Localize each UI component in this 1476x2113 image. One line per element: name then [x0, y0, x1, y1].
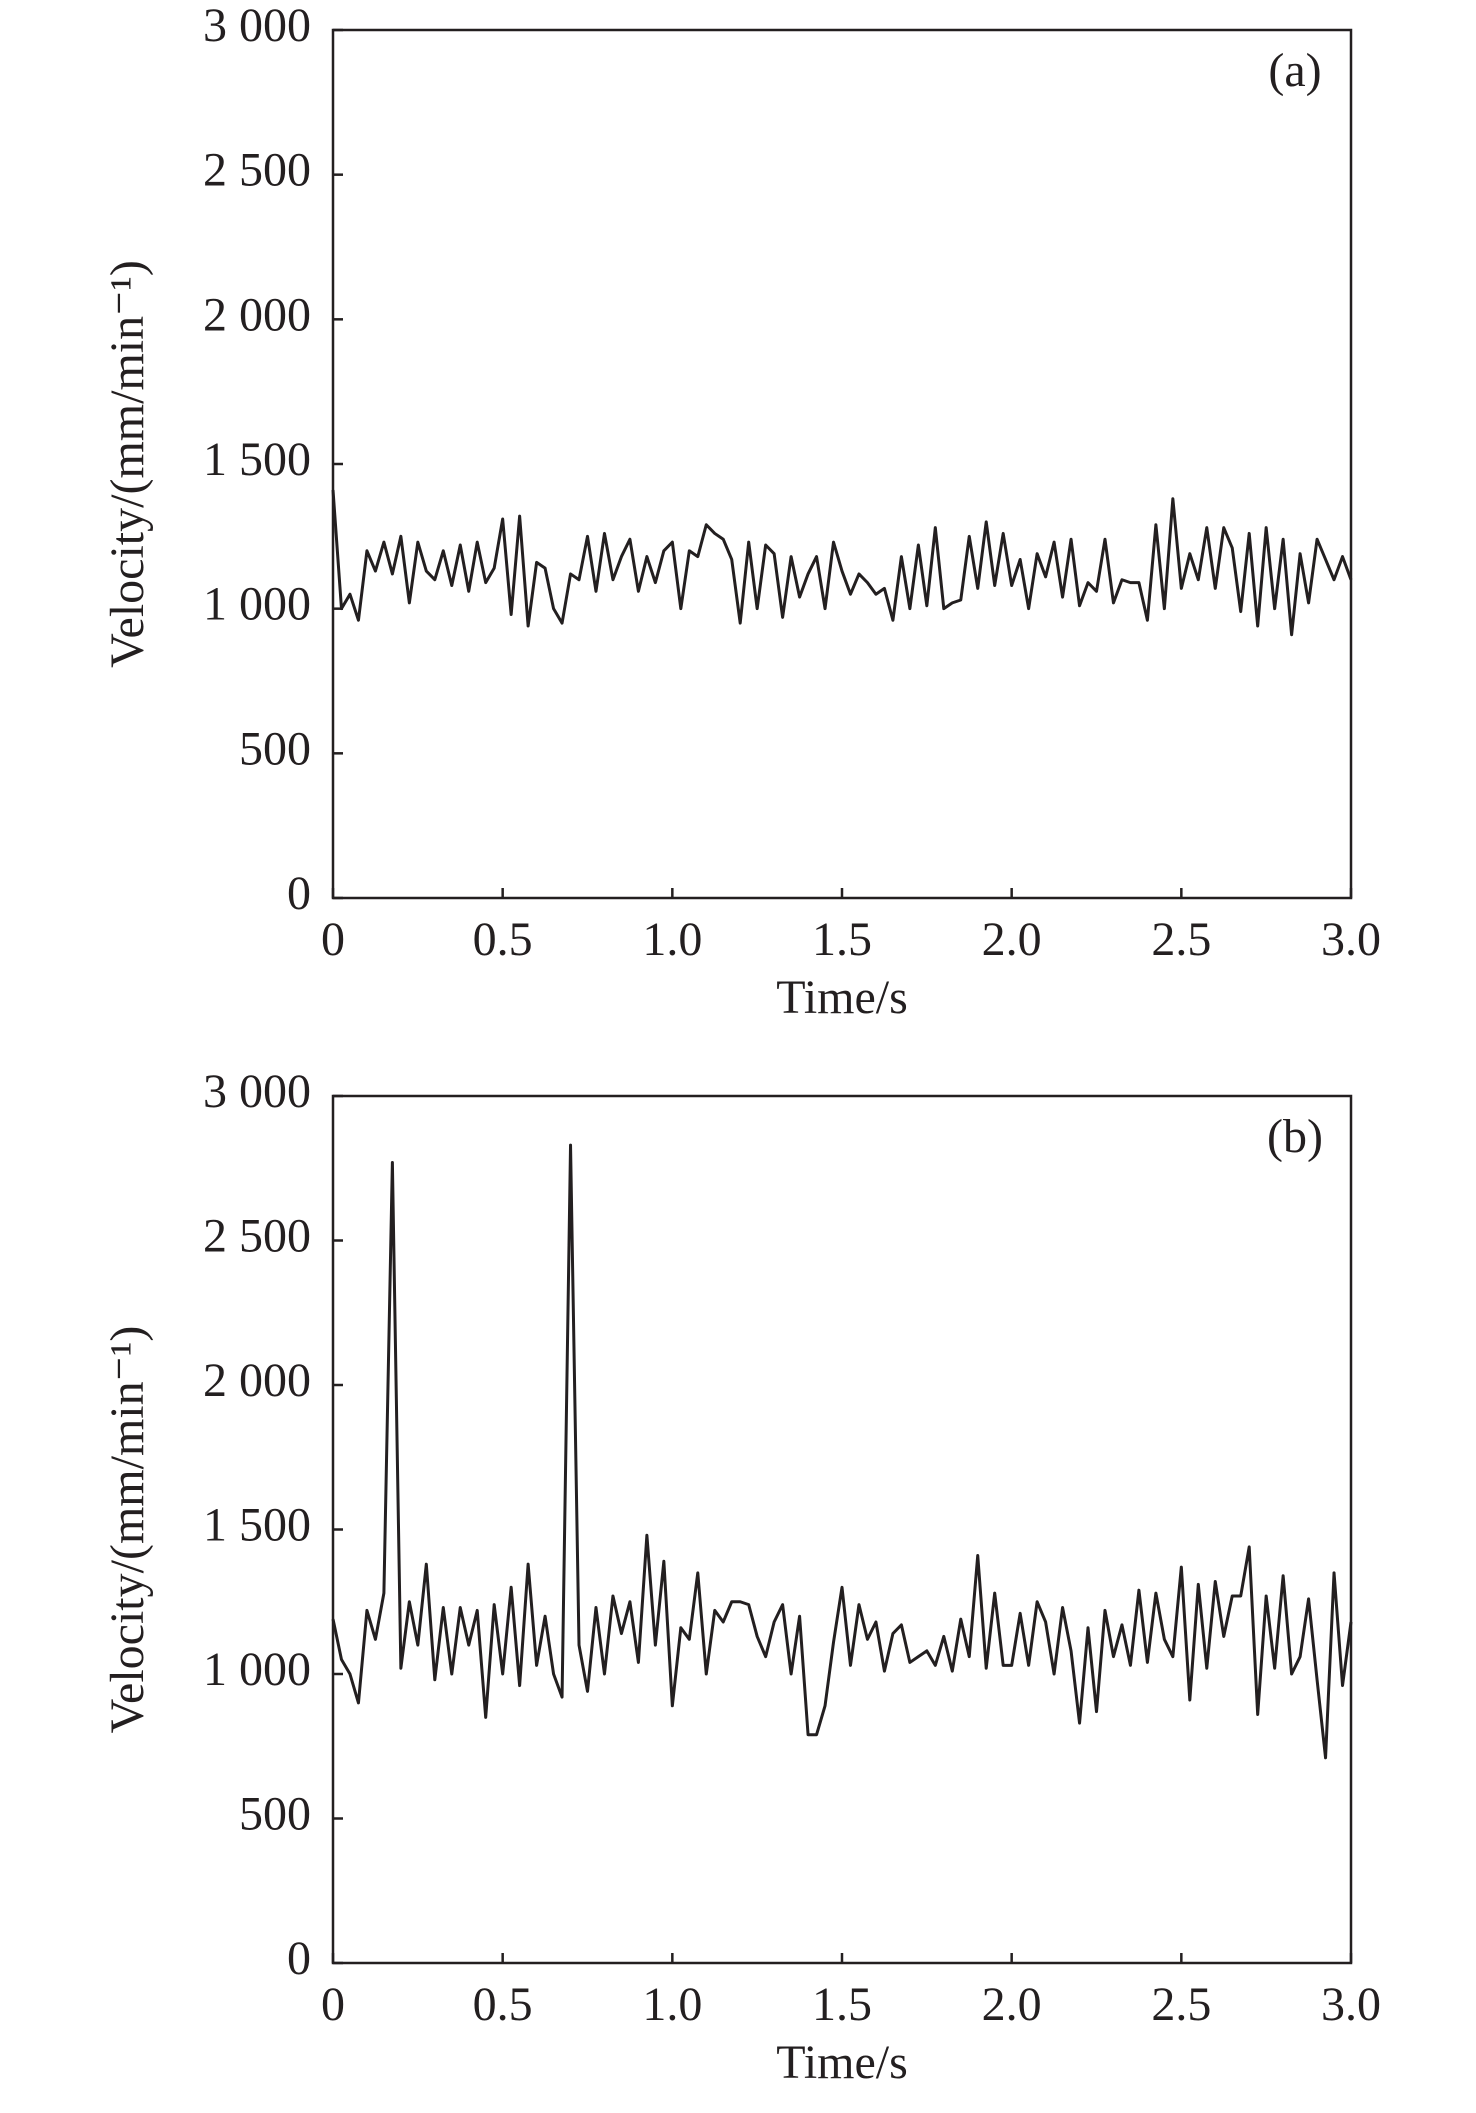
plot-frame	[331, 1094, 1353, 1965]
y-tick-label: 500	[239, 1788, 311, 1841]
y-tick-label: 2 000	[203, 288, 311, 341]
x-tick-label: 1.0	[642, 913, 702, 966]
x-tick-label: 3.0	[1321, 913, 1381, 966]
x-tick-label: 1.5	[812, 913, 872, 966]
x-tick-label: 0.5	[473, 1978, 533, 2031]
y-tick-label: 1 000	[203, 578, 311, 631]
x-axis-label: Time/s	[776, 2036, 908, 2089]
x-tick-label: 0	[321, 913, 345, 966]
x-tick-label: 0	[321, 1978, 345, 2031]
x-axis-label: Time/s	[776, 971, 908, 1024]
plot-frame	[331, 28, 1353, 900]
y-tick-label: 2 000	[203, 1354, 311, 1407]
x-tick-label: 0.5	[473, 913, 533, 966]
y-tick-label: 2 500	[203, 1210, 311, 1263]
data-line	[331, 1143, 1353, 1760]
y-tick-label: 1 500	[203, 1499, 311, 1552]
y-tick-label: 3 000	[203, 1065, 311, 1118]
y-tick-label: 0	[287, 867, 311, 920]
y-tick-label: 1 500	[203, 433, 311, 486]
data-line	[331, 489, 1353, 637]
y-tick-label: 2 500	[203, 144, 311, 197]
y-tick-label: 500	[239, 722, 311, 775]
x-tick-label: 2.0	[982, 1978, 1042, 2031]
x-tick-label: 1.5	[812, 1978, 872, 2031]
panel-annotation: (a)	[1268, 44, 1321, 97]
panel-annotation: (b)	[1267, 1110, 1323, 1163]
x-tick-label: 1.0	[642, 1978, 702, 2031]
x-tick-label: 2.5	[1151, 1978, 1211, 2031]
x-tick-label: 3.0	[1321, 1978, 1381, 2031]
y-tick-label: 0	[287, 1932, 311, 1985]
x-tick-label: 2.0	[982, 913, 1042, 966]
y-axis-label: Velocity/(mm/min⁻¹)	[101, 1326, 154, 1734]
y-axis-label: Velocity/(mm/min⁻¹)	[101, 260, 154, 668]
x-tick-label: 2.5	[1151, 913, 1211, 966]
y-tick-label: 3 000	[203, 0, 311, 52]
y-tick-label: 1 000	[203, 1643, 311, 1696]
